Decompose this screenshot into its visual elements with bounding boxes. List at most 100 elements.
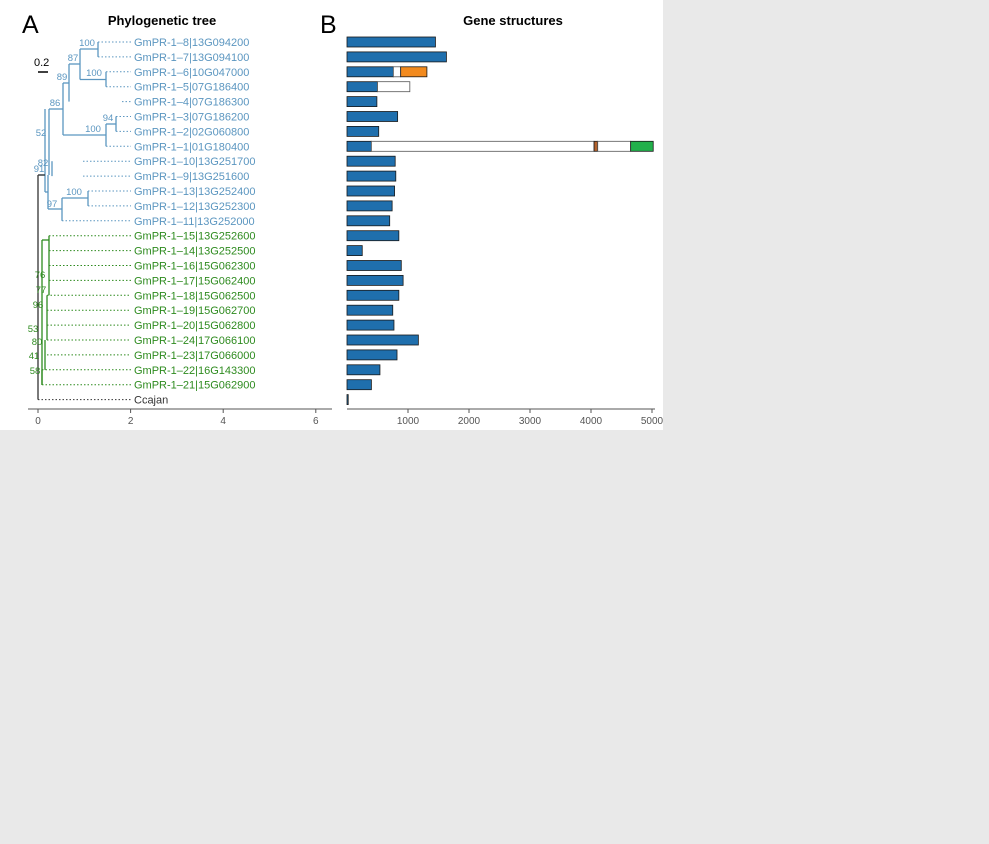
taxon-label: GmPR-1–22|16G143300	[134, 365, 256, 377]
taxon-label: GmPR-1–13|13G252400	[134, 186, 256, 198]
tree-axis-tick-label: 4	[220, 416, 226, 427]
taxon-label: GmPR-1–21|15G062900	[134, 380, 256, 392]
gene-segment-exon	[346, 304, 394, 316]
gene-structure-row	[346, 394, 349, 406]
taxon-label: GmPR-1–5|07G186400	[134, 82, 249, 94]
gene-segment-exon	[346, 111, 399, 122]
gene-segment-intron	[370, 140, 595, 152]
taxon-label: GmPR-1–9|13G251600	[134, 171, 249, 183]
gene-segment-exon	[346, 66, 394, 78]
gene-structure-row	[346, 96, 378, 107]
bootstrap-value: 41	[29, 351, 40, 362]
bootstrap-value: 96	[33, 300, 44, 311]
bootstrap-value: 86	[50, 98, 61, 109]
gene-segment-exon	[346, 260, 402, 271]
bootstrap-value: 100	[79, 38, 95, 49]
tree-axis-tick-label: 2	[128, 416, 134, 427]
gene-segment-exon	[346, 126, 380, 137]
gene-axis-tick-label: 2000	[458, 416, 481, 427]
bootstrap-value: 80	[32, 337, 43, 348]
taxon-label: GmPR-1–15|13G252600	[134, 231, 256, 243]
panel-b-letter: B	[320, 11, 337, 39]
gene-structure-row	[346, 289, 400, 301]
gene-structure-row	[346, 379, 372, 391]
gene-structure-row	[346, 274, 404, 286]
taxon-label: GmPR-1–11|13G252000	[134, 216, 255, 228]
gene-segment-exon	[346, 230, 400, 242]
gene-structure-row	[346, 170, 397, 182]
gene-segment-exon	[346, 394, 349, 406]
bootstrap-value: 97	[47, 199, 58, 210]
bootstrap-labels: 1008710089869410052829110097767796538041…	[28, 38, 114, 377]
gene-structure-row	[346, 319, 395, 331]
taxon-label: GmPR-1–7|13G094100	[134, 52, 249, 64]
gene-structure-row	[346, 185, 395, 197]
bootstrap-value: 52	[36, 128, 47, 139]
gene-axis-tick-label: 4000	[580, 416, 603, 427]
scale-bar-label: 0.2	[34, 57, 49, 69]
taxon-label: GmPR-1–14|13G252500	[134, 246, 256, 258]
taxon-label: Ccajan	[134, 395, 168, 407]
gene-axis-tick-label: 1000	[397, 416, 420, 427]
gene-segment-exon	[346, 215, 391, 227]
tree-axis-tick-label: 0	[35, 416, 41, 427]
gene-segment-intron	[392, 66, 402, 78]
taxon-label: GmPR-1–12|13G252300	[134, 201, 256, 213]
panel-b-title: Gene structures	[463, 13, 563, 28]
taxon-label: GmPR-1–24|17G066100	[134, 335, 256, 347]
bootstrap-value: 87	[68, 53, 79, 64]
bootstrap-value: 58	[30, 366, 41, 377]
gene-structure-row	[346, 200, 393, 212]
gene-segment-exon	[346, 96, 378, 107]
bootstrap-value: 100	[86, 68, 102, 79]
bootstrap-value: 89	[57, 72, 68, 83]
gene-segment-intron	[597, 140, 632, 152]
taxon-label: GmPR-1–3|07G186200	[134, 112, 249, 124]
gene-axis-tick-label: 5000	[641, 416, 663, 427]
gene-segment-exon	[346, 140, 372, 152]
taxon-label: GmPR-1–10|13G251700	[134, 156, 256, 168]
taxon-label: GmPR-1–8|13G094200	[134, 37, 249, 49]
bootstrap-value: 77	[36, 285, 47, 296]
gene-segment-exon	[346, 379, 372, 391]
bootstrap-value: 94	[103, 113, 114, 124]
taxon-label: GmPR-1–18|15G062500	[134, 290, 256, 302]
tree-axis-tick-label: 6	[313, 416, 319, 427]
bootstrap-value: 91	[34, 164, 45, 175]
gene-structure-row	[346, 51, 447, 63]
gene-segment-exon	[346, 364, 381, 376]
bootstrap-value: 100	[85, 124, 101, 135]
gene-segment-intron	[377, 81, 411, 93]
gene-segment-exon	[346, 349, 398, 361]
gene-segment-brown	[593, 140, 599, 152]
taxon-label: GmPR-1–20|15G062800	[134, 320, 256, 332]
gene-x-axis: 1000 2000 3000 4000 5000	[347, 408, 664, 427]
taxon-label: GmPR-1–23|17G066000	[134, 350, 256, 362]
gene-segment-exon	[346, 245, 363, 257]
tree-x-axis: 0 2 4 6	[28, 408, 332, 427]
gene-structure-row	[346, 36, 436, 48]
gene-structure-row	[346, 230, 400, 242]
taxon-label: GmPR-1–19|15G062700	[134, 305, 256, 317]
gene-structure-row	[346, 304, 394, 316]
gene-segment-exon	[346, 170, 397, 182]
gene-segment-green	[630, 140, 654, 152]
bootstrap-value: 82	[38, 158, 49, 169]
gene-structure-row	[346, 364, 381, 376]
gene-segment-exon	[346, 200, 393, 212]
gene-segment-exon	[346, 81, 378, 93]
gene-structure-row	[346, 260, 402, 271]
taxon-label: GmPR-1–4|07G186300	[134, 97, 249, 109]
phylogenetic-tree	[37, 41, 131, 401]
gene-structure-row	[346, 349, 398, 361]
gene-segment-exon	[346, 289, 400, 301]
figure-canvas: A Phylogenetic tree 0.2 B Gene structure…	[22, 11, 664, 427]
gene-structures	[346, 36, 654, 406]
bootstrap-value: 53	[28, 324, 39, 335]
panel-a-title: Phylogenetic tree	[108, 13, 216, 28]
gene-segment-exon	[346, 155, 396, 167]
gene-segment-orange	[400, 66, 428, 78]
gene-segment-exon	[346, 274, 404, 286]
gene-structure-row	[346, 140, 654, 152]
gene-segment-exon	[346, 36, 436, 48]
